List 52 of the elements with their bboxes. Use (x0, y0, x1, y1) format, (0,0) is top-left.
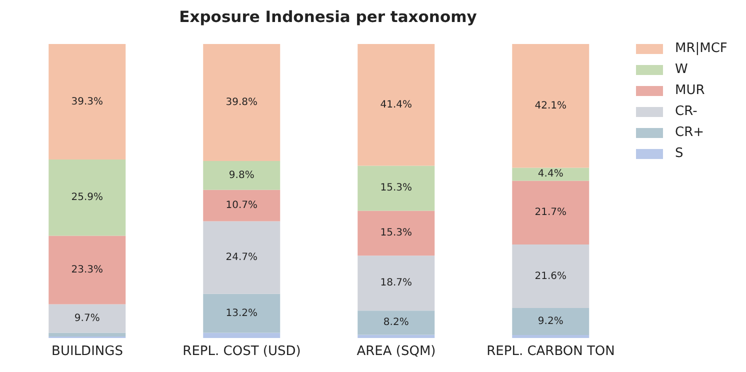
legend-label: S (675, 146, 684, 161)
bar (203, 294, 280, 333)
bar (203, 221, 280, 294)
data-label: 15.3% (380, 182, 412, 194)
data-label: 41.4% (380, 99, 412, 110)
bar (48, 44, 126, 160)
x-tick-label: AREA (SQM) (356, 344, 436, 360)
bar (48, 160, 126, 236)
data-label: 8.2% (383, 317, 409, 328)
chart-title: Exposure Indonesia per taxonomy (178, 8, 478, 26)
x-tick-label: REPL. CARBON TON (486, 344, 615, 360)
data-label: 42.1% (534, 100, 567, 112)
bar (358, 166, 435, 211)
bar (512, 308, 590, 336)
bar (203, 332, 280, 338)
legend-label: MR|MCF (675, 41, 728, 56)
x-tick-label: REPL. COST (USD) (182, 344, 301, 360)
legend-label: MUR (675, 83, 705, 98)
bar (48, 304, 126, 333)
bar (203, 190, 280, 222)
data-label: 23.3% (71, 264, 104, 276)
bar (358, 334, 435, 338)
legend-label: W (675, 62, 688, 77)
data-label: 13.2% (226, 308, 258, 319)
bar (48, 332, 126, 337)
data-label: 24.7% (226, 252, 258, 264)
bar (358, 210, 435, 256)
bar (203, 44, 280, 162)
data-label: 18.7% (380, 278, 412, 289)
bar (512, 244, 590, 308)
bar (512, 44, 590, 168)
bar (512, 180, 590, 245)
data-label: 9.2% (538, 316, 564, 328)
bar (512, 335, 590, 338)
bar (358, 310, 435, 335)
data-label: 21.6% (534, 270, 567, 282)
data-label: 39.8% (226, 97, 258, 108)
legend-label: CR- (675, 104, 698, 119)
data-label: 25.9% (71, 192, 104, 204)
data-label: 15.3% (380, 228, 412, 239)
data-label: 9.8% (228, 170, 254, 181)
data-label: 4.4% (538, 168, 564, 180)
data-label: 9.7% (74, 312, 100, 324)
bar (48, 236, 126, 304)
data-label: 21.7% (534, 207, 567, 218)
bar (358, 256, 435, 311)
data-label: 10.7% (226, 200, 258, 212)
bar (203, 161, 280, 190)
data-label: 39.3% (71, 96, 104, 108)
bar (358, 44, 435, 166)
legend-label: CR+ (675, 125, 704, 140)
x-tick-label: BUILDINGS (52, 344, 123, 360)
